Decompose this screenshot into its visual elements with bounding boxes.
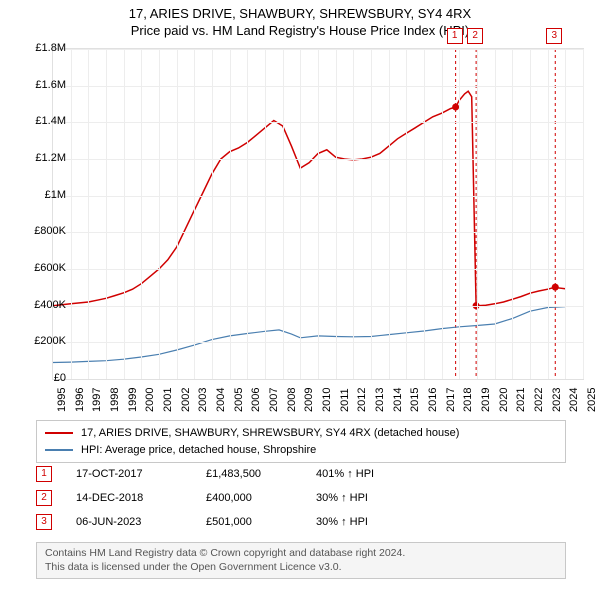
- x-tick-label: 2008: [286, 388, 298, 412]
- x-tick-label: 2016: [427, 388, 439, 412]
- legend-swatch-1: [45, 449, 73, 451]
- legend-row-0: 17, ARIES DRIVE, SHAWBURY, SHREWSBURY, S…: [45, 425, 557, 442]
- x-tick-label: 2014: [392, 388, 404, 412]
- sales-table: 1 17-OCT-2017 £1,483,500 401% ↑ HPI 2 14…: [36, 462, 566, 534]
- sales-date-2: 06-JUN-2023: [76, 516, 206, 528]
- sales-date-0: 17-OCT-2017: [76, 468, 206, 480]
- x-tick-label: 2003: [197, 388, 209, 412]
- chart-container: 17, ARIES DRIVE, SHAWBURY, SHREWSBURY, S…: [0, 0, 600, 590]
- marker-box: 1: [447, 28, 463, 44]
- legend-swatch-0: [45, 432, 73, 434]
- sales-row-0: 1 17-OCT-2017 £1,483,500 401% ↑ HPI: [36, 462, 566, 486]
- y-tick-label: £1.4M: [20, 115, 66, 127]
- x-tick-label: 1997: [91, 388, 103, 412]
- sales-pct-1: 30% ↑ HPI: [316, 492, 426, 504]
- x-tick-label: 2020: [498, 388, 510, 412]
- title-line-1: 17, ARIES DRIVE, SHAWBURY, SHREWSBURY, S…: [0, 6, 600, 23]
- title-block: 17, ARIES DRIVE, SHAWBURY, SHREWSBURY, S…: [0, 0, 600, 40]
- y-tick-label: £1M: [20, 189, 66, 201]
- y-tick-label: £200K: [20, 335, 66, 347]
- sales-idx-1: 2: [36, 490, 52, 506]
- x-tick-label: 2002: [180, 388, 192, 412]
- legend-box: 17, ARIES DRIVE, SHAWBURY, SHREWSBURY, S…: [36, 420, 566, 463]
- x-tick-label: 2023: [551, 388, 563, 412]
- sales-idx-2: 3: [36, 514, 52, 530]
- x-tick-label: 2004: [215, 388, 227, 412]
- x-tick-label: 1998: [109, 388, 121, 412]
- x-tick-label: 2024: [568, 388, 580, 412]
- x-tick-label: 2017: [445, 388, 457, 412]
- x-tick-label: 2015: [409, 388, 421, 412]
- y-tick-label: £0: [20, 372, 66, 384]
- y-tick-label: £1.2M: [20, 152, 66, 164]
- y-tick-label: £600K: [20, 262, 66, 274]
- x-tick-label: 2012: [356, 388, 368, 412]
- x-tick-label: 2019: [480, 388, 492, 412]
- sales-row-1: 2 14-DEC-2018 £400,000 30% ↑ HPI: [36, 486, 566, 510]
- sales-date-1: 14-DEC-2018: [76, 492, 206, 504]
- y-tick-label: £800K: [20, 225, 66, 237]
- marker-box: 3: [546, 28, 562, 44]
- title-line-2: Price paid vs. HM Land Registry's House …: [0, 23, 600, 40]
- x-tick-label: 2025: [586, 388, 598, 412]
- sales-idx-0: 1: [36, 466, 52, 482]
- x-tick-label: 1996: [74, 388, 86, 412]
- y-tick-label: £1.6M: [20, 79, 66, 91]
- sales-price-0: £1,483,500: [206, 468, 316, 480]
- sales-price-2: £501,000: [206, 516, 316, 528]
- x-tick-label: 2005: [233, 388, 245, 412]
- plot-area: [52, 48, 584, 380]
- x-tick-label: 2011: [339, 388, 351, 412]
- x-tick-label: 1999: [127, 388, 139, 412]
- x-tick-label: 2010: [321, 388, 333, 412]
- y-tick-label: £400K: [20, 299, 66, 311]
- sales-pct-2: 30% ↑ HPI: [316, 516, 426, 528]
- footer-box: Contains HM Land Registry data © Crown c…: [36, 542, 566, 579]
- legend-label-1: HPI: Average price, detached house, Shro…: [81, 442, 316, 459]
- x-tick-label: 2009: [303, 388, 315, 412]
- x-tick-label: 2013: [374, 388, 386, 412]
- x-tick-label: 2021: [515, 388, 527, 412]
- x-tick-label: 2007: [268, 388, 280, 412]
- x-tick-label: 2006: [250, 388, 262, 412]
- sales-pct-0: 401% ↑ HPI: [316, 468, 426, 480]
- footer-line-1: Contains HM Land Registry data © Crown c…: [45, 547, 557, 561]
- x-tick-label: 2000: [144, 388, 156, 412]
- x-tick-label: 1995: [56, 388, 68, 412]
- x-tick-label: 2022: [533, 388, 545, 412]
- x-tick-label: 2001: [162, 388, 174, 412]
- sales-price-1: £400,000: [206, 492, 316, 504]
- x-tick-label: 2018: [462, 388, 474, 412]
- sales-row-2: 3 06-JUN-2023 £501,000 30% ↑ HPI: [36, 510, 566, 534]
- y-tick-label: £1.8M: [20, 42, 66, 54]
- legend-label-0: 17, ARIES DRIVE, SHAWBURY, SHREWSBURY, S…: [81, 425, 459, 442]
- footer-line-2: This data is licensed under the Open Gov…: [45, 561, 557, 575]
- marker-box: 2: [467, 28, 483, 44]
- legend-row-1: HPI: Average price, detached house, Shro…: [45, 442, 557, 459]
